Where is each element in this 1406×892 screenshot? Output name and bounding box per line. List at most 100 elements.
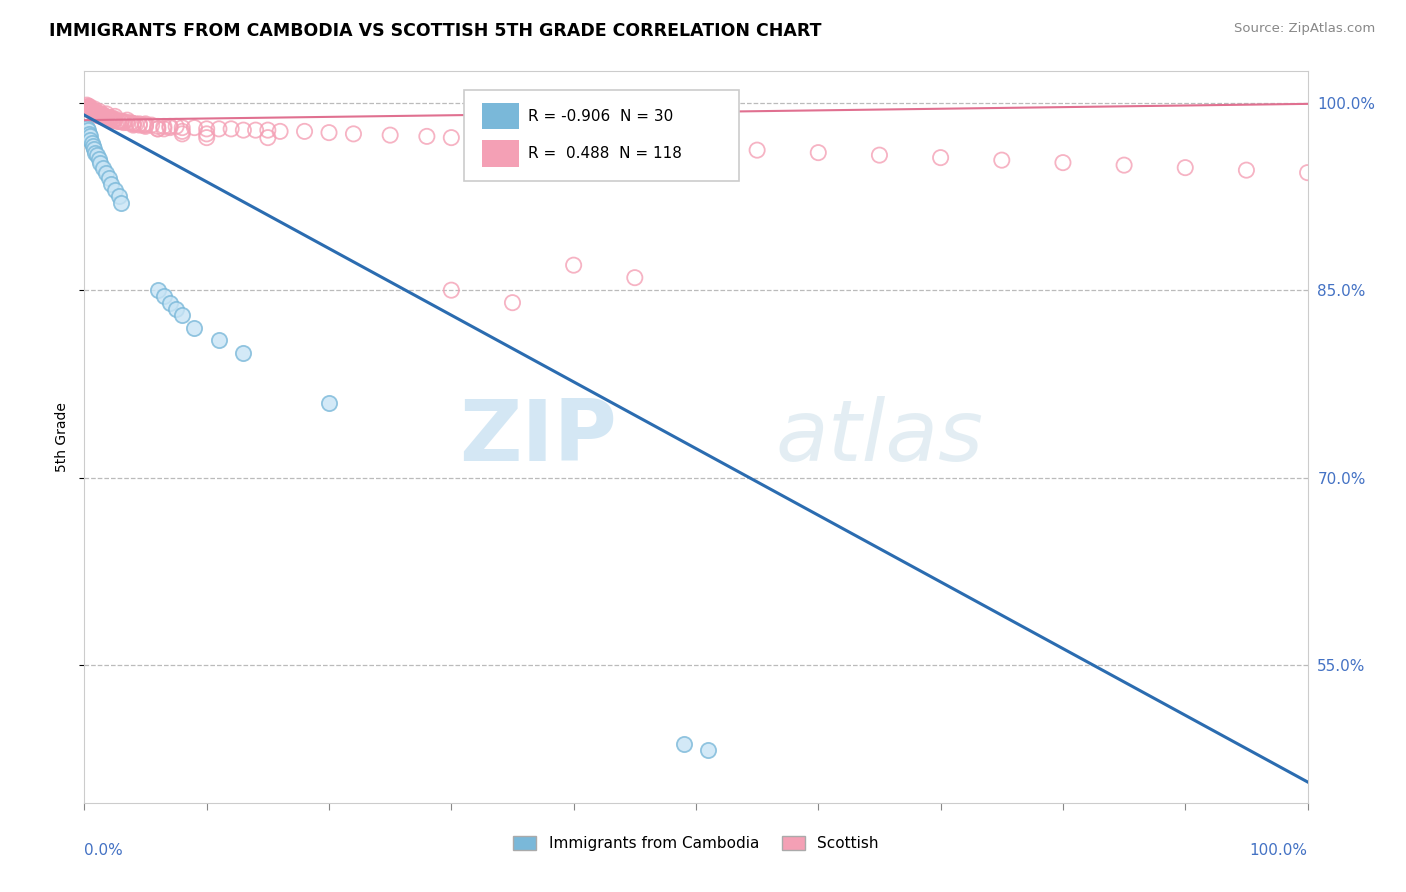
Point	[172, 124, 194, 138]
Point	[104, 112, 127, 126]
Text: R = -0.906  N = 30: R = -0.906 N = 30	[529, 109, 673, 123]
Point	[128, 118, 150, 132]
Point	[87, 152, 110, 166]
Text: ZIP: ZIP	[458, 395, 616, 479]
Point	[1236, 163, 1258, 178]
Point	[110, 114, 132, 128]
Point	[807, 145, 830, 160]
Text: R =  0.488  N = 118: R = 0.488 N = 118	[529, 146, 682, 161]
Bar	[482, 140, 519, 168]
Point	[115, 113, 138, 128]
Point	[82, 139, 104, 153]
Point	[77, 101, 100, 115]
Point	[165, 301, 187, 316]
Point	[100, 112, 122, 126]
Point	[104, 183, 127, 197]
Point	[122, 117, 145, 131]
Point	[79, 102, 101, 116]
Point	[77, 101, 100, 115]
Point	[84, 107, 107, 121]
Point	[128, 117, 150, 131]
Point	[86, 108, 108, 122]
Point	[84, 105, 107, 120]
Point	[159, 295, 181, 310]
Point	[79, 133, 101, 147]
Point	[100, 111, 122, 125]
Point	[112, 114, 135, 128]
Point	[146, 120, 169, 134]
Point	[83, 142, 105, 156]
Text: 100.0%: 100.0%	[1250, 843, 1308, 858]
Point	[562, 136, 585, 150]
Point	[122, 117, 145, 131]
Point	[120, 115, 142, 129]
Point	[90, 109, 112, 123]
Point	[232, 345, 254, 359]
Point	[153, 121, 176, 136]
Point	[87, 108, 110, 122]
Point	[183, 120, 205, 135]
Point	[1052, 155, 1074, 169]
Point	[82, 103, 104, 117]
Point	[80, 103, 103, 117]
Point	[624, 138, 647, 153]
Point	[562, 258, 585, 272]
Point	[93, 108, 115, 122]
Point	[77, 127, 100, 141]
Text: Source: ZipAtlas.com: Source: ZipAtlas.com	[1234, 22, 1375, 36]
Point	[112, 115, 135, 129]
Point	[87, 104, 110, 119]
Point	[115, 115, 138, 129]
Point	[318, 395, 340, 409]
Point	[135, 117, 157, 131]
Point	[1174, 161, 1197, 175]
Point	[624, 270, 647, 285]
Point	[105, 114, 128, 128]
Point	[257, 123, 280, 137]
Point	[869, 148, 891, 162]
Point	[502, 295, 524, 310]
Point	[97, 111, 120, 125]
Point	[86, 105, 108, 120]
Point	[153, 120, 176, 134]
Point	[294, 124, 316, 138]
Point	[1296, 166, 1319, 180]
Point	[97, 170, 120, 185]
Point	[135, 118, 157, 132]
Point	[80, 103, 103, 117]
Point	[77, 101, 100, 115]
Point	[132, 118, 155, 132]
Point	[87, 105, 110, 120]
Point	[100, 177, 122, 191]
Point	[153, 289, 176, 303]
Point	[77, 123, 100, 137]
Point	[195, 121, 218, 136]
Point	[86, 148, 108, 162]
Point	[502, 133, 524, 147]
Point	[76, 98, 98, 112]
Point	[146, 121, 169, 136]
Point	[107, 114, 129, 128]
Point	[245, 123, 267, 137]
Point	[146, 283, 169, 297]
Point	[697, 743, 720, 757]
Point	[1114, 158, 1136, 172]
Point	[172, 127, 194, 141]
Point	[77, 99, 100, 113]
Point	[104, 113, 127, 128]
Point	[672, 737, 695, 751]
Point	[77, 102, 100, 116]
Point	[101, 113, 124, 128]
Point	[79, 103, 101, 117]
Point	[87, 108, 110, 122]
Point	[91, 108, 114, 122]
Point	[195, 127, 218, 141]
Point	[96, 107, 118, 121]
Point	[685, 141, 707, 155]
Point	[80, 136, 103, 150]
Point	[318, 126, 340, 140]
Point	[97, 112, 120, 126]
Point	[83, 107, 105, 121]
Point	[107, 189, 129, 203]
Point	[104, 109, 127, 123]
